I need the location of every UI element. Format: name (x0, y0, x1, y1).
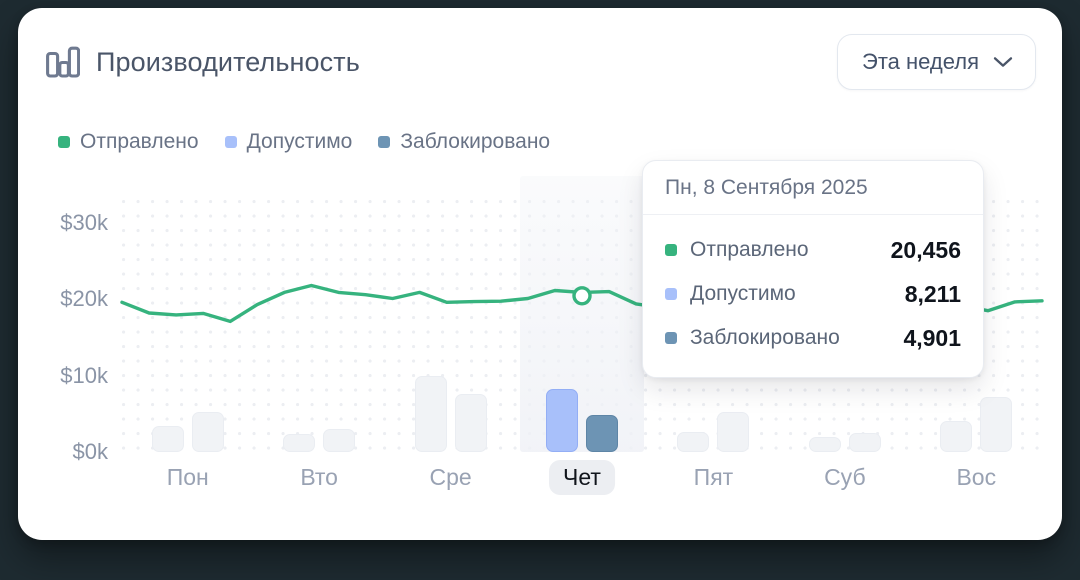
legend-label-sent: Отправлено (80, 130, 199, 153)
tooltip-rows: Отправлено 20,456 Допустимо 8,211 Заблок… (643, 215, 983, 377)
legend-item-allowed[interactable]: Допустимо (224, 130, 353, 154)
bar-Вос-blocked[interactable] (980, 397, 1013, 452)
chart-tooltip: Пн, 8 Сентября 2025 Отправлено 20,456 До… (642, 160, 984, 378)
x-axis-tick-Пон[interactable]: Пон (166, 464, 209, 490)
chart-plot-area: $30k $20k $10k $0k Пон Вто Сре Чет Пят Суб Вос (18, 176, 1062, 540)
date-range-select[interactable]: Эта неделя (837, 34, 1036, 90)
tooltip-value-blocked: 4,901 (903, 324, 961, 351)
x-axis-tick-Чет[interactable]: Чет (549, 460, 615, 495)
card-title-group: Производительность (46, 46, 360, 78)
x-axis-tick-Вос[interactable]: Вос (956, 464, 997, 490)
tooltip-label-sent: Отправлено (690, 238, 809, 261)
chevron-down-icon (993, 57, 1013, 67)
card-header: Производительность Эта неделя (18, 8, 1062, 116)
bar-chart-icon (46, 46, 80, 78)
bar-Вос-allowed[interactable] (940, 420, 973, 452)
x-axis: Пон Вто Сре Чет Пят Суб Вос (122, 460, 1042, 504)
bar-Чет-allowed[interactable] (546, 389, 578, 452)
bar-Пон-allowed[interactable] (151, 425, 184, 452)
legend-label-allowed: Допустимо (246, 130, 353, 153)
legend-swatch-allowed-icon (224, 136, 237, 148)
bar-Чет-blocked[interactable] (586, 414, 618, 452)
y-axis: $30k $20k $10k $0k (18, 176, 122, 474)
legend-item-blocked[interactable]: Заблокировано (378, 130, 550, 154)
page-title: Производительность (96, 46, 360, 77)
tooltip-dot-blocked-icon (665, 332, 677, 344)
tooltip-value-sent: 20,456 (890, 236, 961, 263)
bar-Суб-blocked[interactable] (848, 432, 881, 452)
legend-item-sent[interactable]: Отправлено (58, 130, 199, 154)
tooltip-row-allowed: Допустимо 8,211 (665, 272, 961, 316)
tooltip-row-blocked: Заблокировано 4,901 (665, 316, 961, 360)
y-axis-tick: $0k (72, 439, 108, 464)
tooltip-date: Пн, 8 Сентября 2025 (643, 161, 983, 215)
bar-Пят-allowed[interactable] (677, 432, 710, 452)
x-axis-tick-Пят[interactable]: Пят (693, 464, 734, 490)
tooltip-dot-allowed-icon (665, 288, 677, 300)
x-axis-tick-Суб[interactable]: Суб (824, 464, 866, 490)
bar-Сре-blocked[interactable] (454, 393, 487, 452)
bar-Сре-allowed[interactable] (414, 376, 447, 452)
legend-swatch-sent-icon (58, 136, 70, 148)
y-axis-tick: $10k (60, 362, 108, 388)
chart-legend: Отправлено Допустимо Заблокировано (58, 130, 550, 154)
tooltip-row-sent: Отправлено 20,456 (665, 228, 961, 272)
legend-label-blocked: Заблокировано (400, 130, 551, 153)
bar-Вто-allowed[interactable] (283, 434, 316, 452)
legend-swatch-blocked-icon (378, 136, 391, 148)
bar-Пон-blocked[interactable] (191, 411, 224, 452)
tooltip-label-allowed: Допустимо (690, 282, 796, 305)
tooltip-value-allowed: 8,211 (904, 280, 961, 307)
tooltip-label-blocked: Заблокировано (690, 326, 840, 349)
bar-Вто-blocked[interactable] (323, 428, 356, 452)
y-axis-tick: $30k (60, 209, 108, 235)
x-axis-tick-Сре[interactable]: Сре (429, 464, 472, 490)
bar-Суб-allowed[interactable] (808, 437, 841, 452)
tooltip-dot-sent-icon (665, 244, 677, 256)
y-axis-tick: $20k (60, 286, 108, 312)
date-range-value: Эта неделя (862, 49, 979, 74)
performance-card: Производительность Эта неделя Отправлено… (18, 8, 1062, 540)
bar-Пят-blocked[interactable] (717, 412, 750, 452)
active-column-highlight (520, 176, 644, 452)
sent-line-marker[interactable] (574, 288, 590, 304)
chart-grid (122, 176, 1042, 452)
x-axis-tick-Вто[interactable]: Вто (300, 464, 338, 490)
